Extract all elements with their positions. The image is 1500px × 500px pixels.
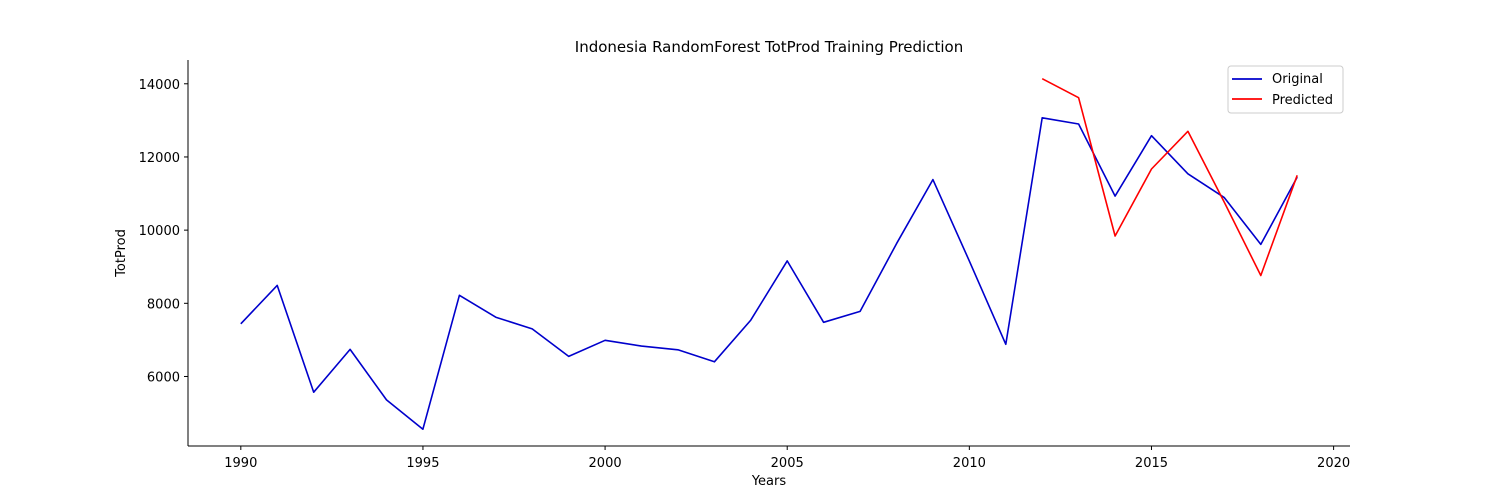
series-line-original <box>240 117 1298 431</box>
chart-title: Indonesia RandomForest TotProd Training … <box>575 38 963 56</box>
y-axis-label: TotProd <box>114 229 129 278</box>
x-axis-label: Years <box>751 474 787 489</box>
plot-lines <box>240 77 1298 431</box>
x-tick-label: 1990 <box>224 456 257 471</box>
legend-label-predicted: Predicted <box>1272 93 1333 108</box>
x-tick-label: 2010 <box>953 456 986 471</box>
legend: Original Predicted <box>1227 65 1344 114</box>
legend-box <box>1227 65 1344 114</box>
y-tick-label: 14000 <box>139 78 180 93</box>
x-tick-label: 1995 <box>406 456 439 471</box>
x-tick-label: 2020 <box>1317 456 1350 471</box>
y-tick-label: 12000 <box>139 151 180 166</box>
x-tick-label: 2000 <box>589 456 622 471</box>
x-tick-label: 2005 <box>771 456 804 471</box>
x-tick-label: 2015 <box>1135 456 1168 471</box>
y-ticks: 6000 8000 10000 12000 14000 <box>139 78 188 385</box>
y-tick-label: 8000 <box>147 297 180 312</box>
y-tick-label: 10000 <box>139 224 180 239</box>
legend-label-original: Original <box>1272 72 1323 87</box>
y-tick-label: 6000 <box>147 370 180 385</box>
x-ticks: 1990 1995 2000 2005 2010 2015 2020 <box>224 446 1350 471</box>
series-line-predicted <box>1041 77 1298 277</box>
